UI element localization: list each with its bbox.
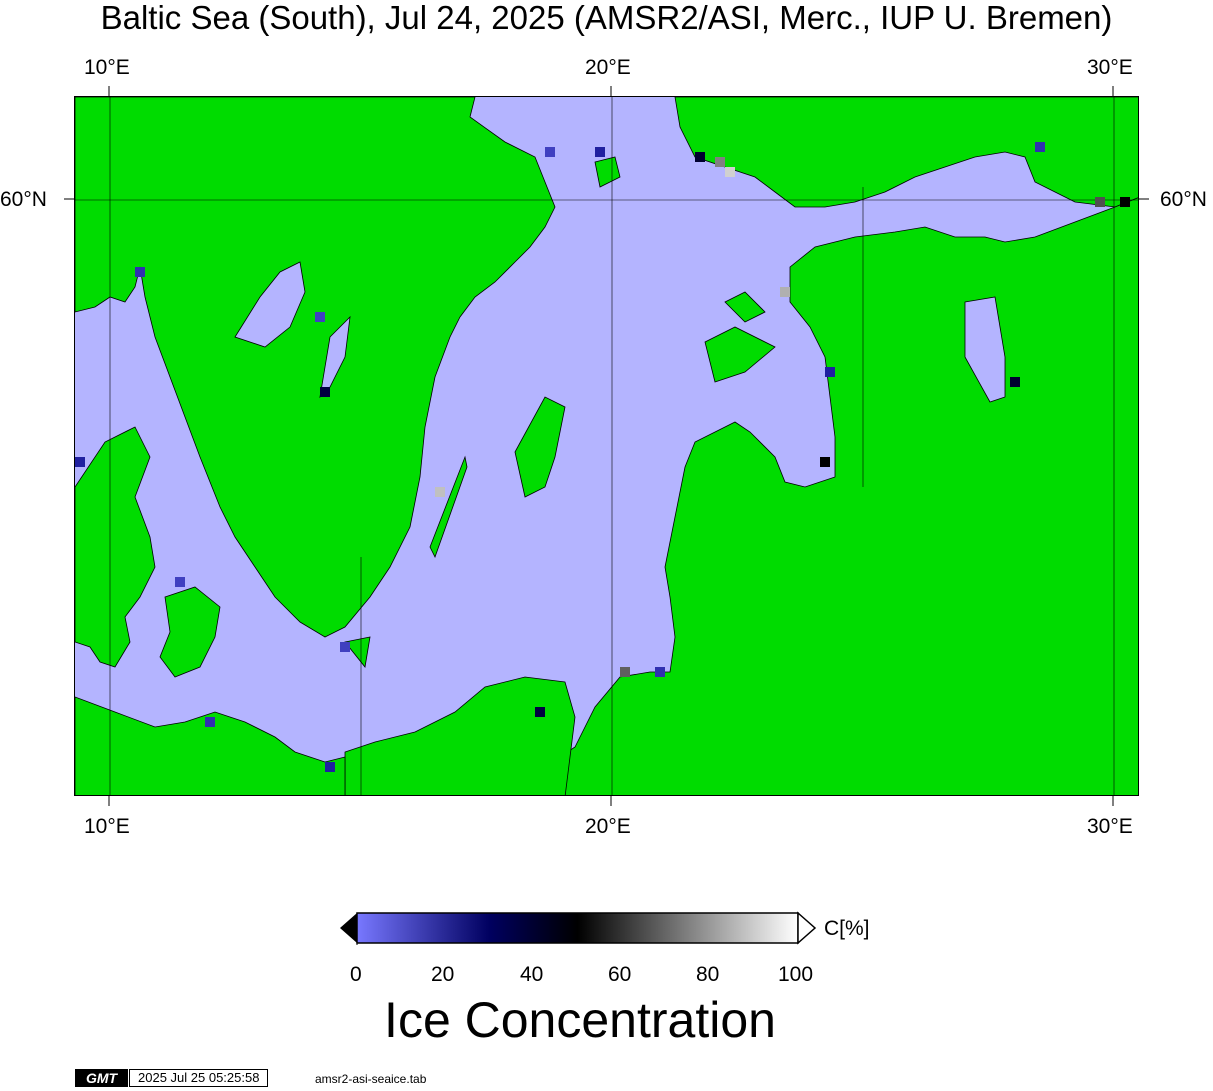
colorbar-tick-80: 80	[696, 963, 720, 986]
colorbar-tick-40: 40	[520, 963, 544, 986]
gmt-command: amsr2-asi-seaice.tab	[315, 1072, 427, 1086]
colorbar-title: Ice Concentration	[384, 992, 776, 1048]
bottom-lon-tick-20: 20°E	[585, 815, 631, 838]
graticule	[75, 97, 1138, 795]
colorbar-tick-60: 60	[608, 963, 632, 986]
gmt-timestamp: 2025 Jul 25 05:25:58	[129, 1069, 269, 1087]
bottom-lon-tick-30: 30°E	[1087, 815, 1133, 838]
lake-vanern	[234, 261, 306, 348]
colorbar-tick-0: 0	[350, 963, 362, 986]
colorbar-low-arrow	[340, 913, 357, 943]
lakes	[234, 261, 1006, 403]
oland-land	[429, 455, 468, 559]
saaremaa-land	[704, 326, 776, 383]
colorbar-high-arrow	[797, 911, 817, 945]
map-canvas	[75, 97, 1138, 795]
right-lat-tick-60: 60°N	[1160, 188, 1207, 211]
denmark-land	[75, 426, 156, 668]
lake-peipus	[964, 296, 1006, 403]
colorbar-unit: C[%]	[824, 917, 870, 940]
left-lat-tick-60: 60°N	[0, 188, 47, 211]
coastal-ice-pixels	[75, 142, 1130, 772]
hiiumaa-land	[724, 291, 766, 323]
top-lon-tick-30: 30°E	[1087, 56, 1133, 79]
gmt-logo: GMT	[75, 1069, 128, 1087]
colorbar-tick-100: 100	[778, 963, 814, 986]
south-coast-land	[344, 676, 576, 795]
bornholm-land	[344, 636, 371, 668]
germany-coast-land	[75, 696, 346, 795]
aland-land	[594, 156, 621, 188]
top-lon-tick-10: 10°E	[84, 56, 130, 79]
map-title: Baltic Sea (South), Jul 24, 2025 (AMSR2/…	[100, 0, 1113, 36]
bottom-lon-tick-10: 10°E	[84, 815, 130, 838]
top-lon-tick-20: 20°E	[585, 56, 631, 79]
colorbar	[340, 911, 817, 945]
zealand-land	[159, 586, 221, 678]
gotland-land	[514, 396, 566, 498]
colorbar-ramp	[356, 912, 799, 944]
colorbar-tick-20: 20	[431, 963, 455, 986]
sea-ice-map[interactable]	[74, 96, 1139, 796]
